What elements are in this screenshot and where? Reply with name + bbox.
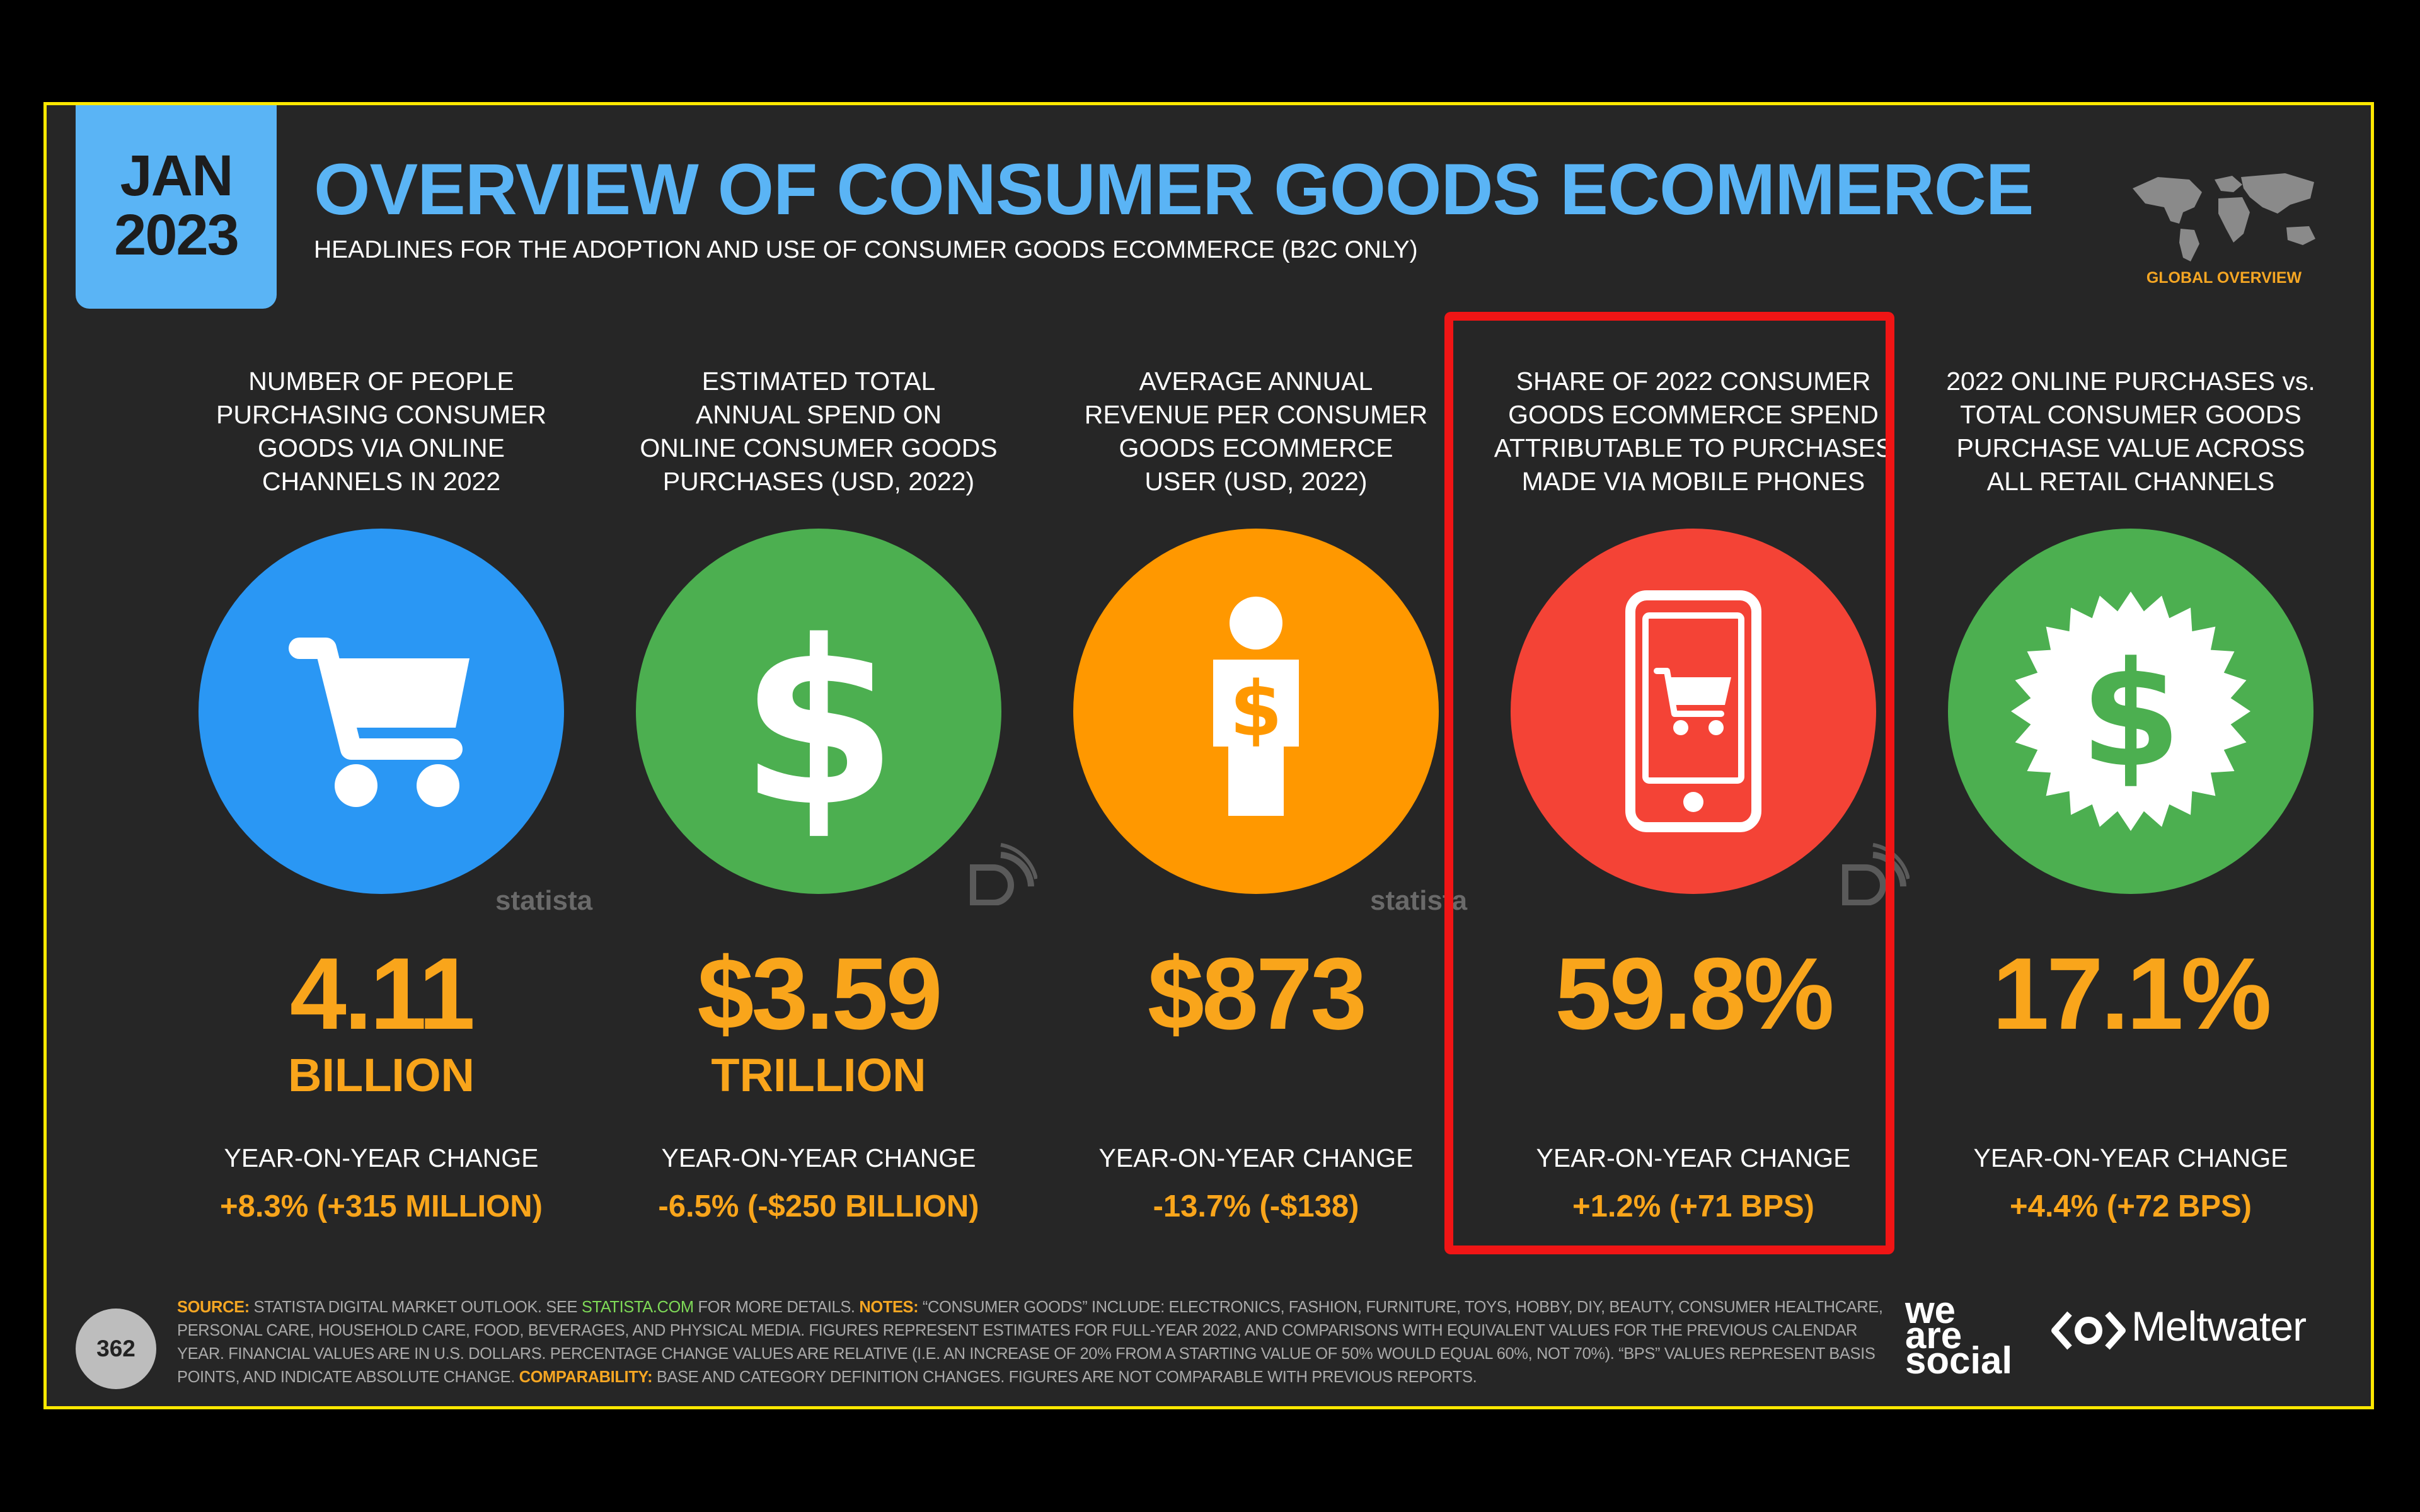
page-subtitle: HEADLINES FOR THE ADOPTION AND USE OF CO…	[314, 236, 1418, 263]
metric-heading: NUMBER OF PEOPLE PURCHASING CONSUMER GOO…	[216, 367, 546, 496]
metric-value: $3.59	[697, 937, 942, 1051]
metric-icon-circle: $	[1948, 529, 2313, 894]
yoy-value: -6.5% (-$250 BILLION)	[658, 1189, 979, 1223]
date-month: JAN	[120, 144, 233, 208]
slide: JAN 2023 OVERVIEW OF CONSUMER GOODS ECOM…	[43, 102, 2374, 1409]
world-map-icon	[2133, 173, 2315, 261]
page-number: 362	[76, 1309, 156, 1389]
yoy-label: YEAR-ON-YEAR CHANGE	[1098, 1143, 1414, 1172]
metric-icon-circle: $	[636, 529, 1001, 894]
metric-icon-circle: $	[1073, 529, 1439, 894]
footnote: SOURCE: STATISTA DIGITAL MARKET OUTLOOK.…	[177, 1298, 1883, 1386]
metric-icon-circle	[1511, 529, 1876, 894]
yoy-label: YEAR-ON-YEAR CHANGE	[224, 1143, 539, 1172]
yoy-value: +4.4% (+72 BPS)	[2009, 1189, 2252, 1223]
we-are-social-logo: we are social	[1905, 1289, 2013, 1382]
yoy-value: +8.3% (+315 MILLION)	[220, 1189, 543, 1223]
metric-column-spend: ESTIMATED TOTAL ANNUAL SPEND ON ONLINE C…	[614, 105, 1023, 1406]
statista-watermark: statista	[1370, 885, 1468, 916]
date-year: 2023	[114, 203, 239, 267]
svg-text:$: $	[740, 592, 898, 837]
metric-column-online-share: 2022 ONLINE PURCHASES vs. TOTAL CONSUMER…	[1926, 105, 2336, 1406]
yoy-value: -13.7% (-$138)	[1153, 1189, 1359, 1223]
global-overview-label: GLOBAL OVERVIEW	[2146, 269, 2302, 287]
dollar-badge-icon: $	[2011, 592, 2250, 831]
metric-value: 4.11	[289, 937, 475, 1051]
metric-value: $873	[1147, 937, 1367, 1051]
metric-column-mobile-share: SHARE OF 2022 CONSUMER GOODS ECOMMERCE S…	[1489, 105, 1898, 1406]
statista-watermark: statista	[495, 885, 593, 916]
metric-heading: SHARE OF 2022 CONSUMER GOODS ECOMMERCE S…	[1494, 367, 1893, 496]
svg-text:$: $	[2080, 631, 2181, 799]
global-overview-badge: GLOBAL OVERVIEW	[2120, 163, 2328, 289]
metric-column-people: NUMBER OF PEOPLE PURCHASING CONSUMER GOO…	[176, 105, 586, 1406]
meltwater-logo-icon	[2051, 1311, 2126, 1350]
metric-value: 17.1%	[1992, 937, 2271, 1051]
datareportal-watermark-icon	[1842, 843, 1910, 905]
datareportal-watermark-icon	[970, 843, 1037, 905]
metric-heading: 2022 ONLINE PURCHASES vs. TOTAL CONSUMER…	[1946, 367, 2315, 496]
metric-unit: TRILLION	[711, 1049, 926, 1101]
yoy-label: YEAR-ON-YEAR CHANGE	[661, 1143, 976, 1172]
metric-heading: AVERAGE ANNUAL REVENUE PER CONSUMER GOOD…	[1084, 367, 1428, 496]
metric-column-revenue: AVERAGE ANNUAL REVENUE PER CONSUMER GOOD…	[1051, 105, 1461, 1406]
yoy-label: YEAR-ON-YEAR CHANGE	[1973, 1143, 2288, 1172]
statista-link[interactable]: STATISTA.COM	[581, 1298, 694, 1316]
metric-unit: BILLION	[288, 1049, 475, 1101]
shopping-cart-icon	[289, 638, 470, 807]
date-tab: JAN 2023	[76, 105, 277, 309]
meltwater-logo-text: Meltwater	[2131, 1303, 2307, 1349]
metric-value: 59.8%	[1555, 937, 1834, 1051]
yoy-value: +1.2% (+71 BPS)	[1572, 1189, 1815, 1223]
metric-icon-circle	[199, 529, 564, 894]
page-title: OVERVIEW OF CONSUMER GOODS ECOMMERCE	[314, 149, 2034, 230]
dollar-sign-icon: $	[740, 592, 898, 837]
metric-heading: ESTIMATED TOTAL ANNUAL SPEND ON ONLINE C…	[640, 367, 998, 496]
yoy-label: YEAR-ON-YEAR CHANGE	[1536, 1143, 1851, 1172]
mobile-cart-icon	[1625, 590, 1761, 832]
svg-text:$: $	[1230, 666, 1282, 753]
person-dollar-icon: $	[1213, 597, 1299, 816]
